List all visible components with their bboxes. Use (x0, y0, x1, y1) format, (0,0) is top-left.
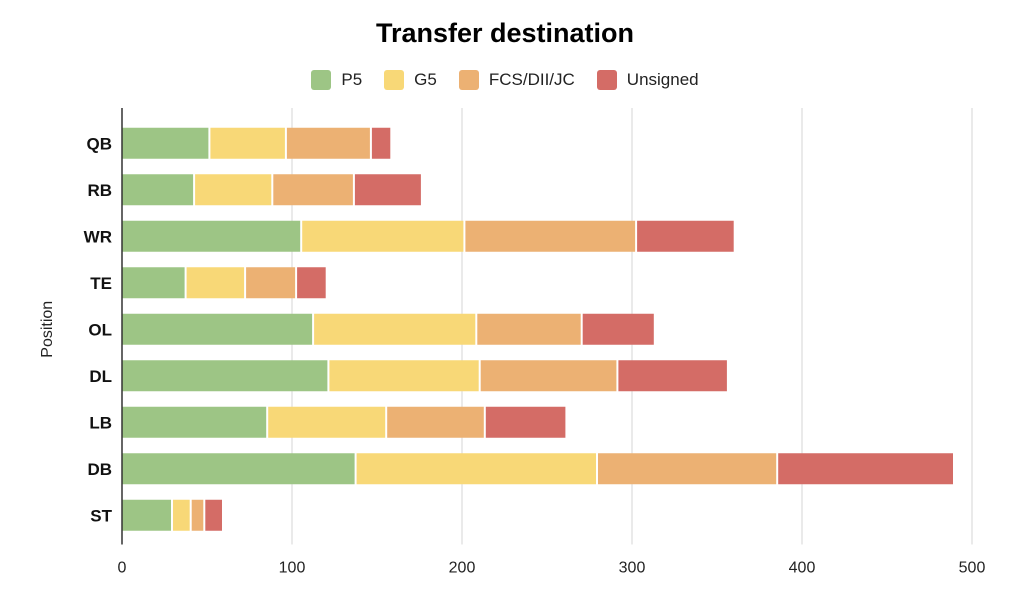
bar-ol-p5 (122, 313, 313, 345)
category-label: OL (88, 320, 112, 339)
bar-db-p5 (122, 453, 355, 485)
bar-qb-p5 (122, 127, 209, 159)
legend-label-g5: G5 (414, 70, 437, 89)
bar-rb-p5 (122, 174, 194, 206)
bar-dl-unsigned (618, 360, 727, 392)
legend-label-unsigned: Unsigned (626, 70, 699, 89)
bar-wr-g5 (302, 220, 464, 252)
bar-dl-p5 (122, 360, 328, 392)
chart-title: Transfer destination (375, 18, 635, 48)
legend: P5 G5 FCS/DII/JC Unsigned (0, 70, 1010, 90)
legend-swatch-g5 (384, 70, 405, 90)
y-axis-categories: QB RB WR TE OL DL LB DB ST (84, 134, 113, 525)
bar-rb-g5 (195, 174, 272, 206)
bar-te-p5 (122, 267, 185, 299)
legend-swatch-p5 (311, 70, 332, 90)
bar-te-unsigned (297, 267, 326, 299)
category-label: DB (87, 460, 112, 479)
bar-te-g5 (186, 267, 245, 299)
x-tick-label: 400 (789, 560, 816, 577)
bar-lb-fcs-dii-jc (387, 406, 484, 438)
category-label: ST (90, 506, 112, 525)
y-axis-label: Position (39, 301, 56, 358)
category-label: WR (84, 227, 112, 246)
category-label: QB (87, 134, 113, 153)
bar-st-fcs-dii-jc (191, 499, 204, 531)
bar-ol-unsigned (582, 313, 654, 345)
x-tick-label: 100 (279, 560, 306, 577)
legend-item-p5: P5 (311, 70, 362, 90)
bar-rb-fcs-dii-jc (273, 174, 353, 206)
bar-qb-fcs-dii-jc (286, 127, 370, 159)
bar-st-p5 (122, 499, 171, 531)
bar-db-unsigned (778, 453, 953, 485)
bar-dl-g5 (329, 360, 479, 392)
bar-db-fcs-dii-jc (598, 453, 777, 485)
legend-item-fcs: FCS/DII/JC (458, 70, 575, 90)
legend-item-unsigned: Unsigned (596, 70, 699, 90)
x-tick-label: 0 (118, 560, 127, 577)
bar-rb-unsigned (354, 174, 421, 206)
bar-db-g5 (356, 453, 596, 485)
bar-lb-g5 (268, 406, 386, 438)
bar-lb-p5 (122, 406, 267, 438)
bar-wr-p5 (122, 220, 301, 252)
legend-label-p5: P5 (341, 70, 363, 89)
category-label: RB (87, 181, 112, 200)
category-label: DL (89, 367, 112, 386)
bar-ol-fcs-dii-jc (477, 313, 581, 345)
bar-qb-unsigned (371, 127, 391, 159)
legend-swatch-fcs (458, 70, 479, 90)
bar-te-fcs-dii-jc (246, 267, 296, 299)
x-tick-label: 200 (449, 560, 476, 577)
bar-lb-unsigned (485, 406, 566, 438)
legend-label-fcs: FCS/DII/JC (488, 70, 575, 89)
bar-wr-unsigned (637, 220, 734, 252)
legend-item-g5: G5 (384, 70, 437, 90)
legend-swatch-unsigned (596, 70, 617, 90)
bar-ol-g5 (314, 313, 476, 345)
x-axis-ticks: 0 100 200 300 400 500 (118, 560, 986, 577)
bar-st-g5 (173, 499, 190, 531)
category-label: TE (90, 274, 112, 293)
bar-dl-fcs-dii-jc (480, 360, 617, 392)
category-label: LB (89, 413, 112, 432)
bar-qb-g5 (210, 127, 285, 159)
bars (122, 127, 953, 531)
x-tick-label: 500 (959, 560, 986, 577)
x-tick-label: 300 (619, 560, 646, 577)
bar-wr-fcs-dii-jc (465, 220, 636, 252)
bar-st-unsigned (205, 499, 222, 531)
